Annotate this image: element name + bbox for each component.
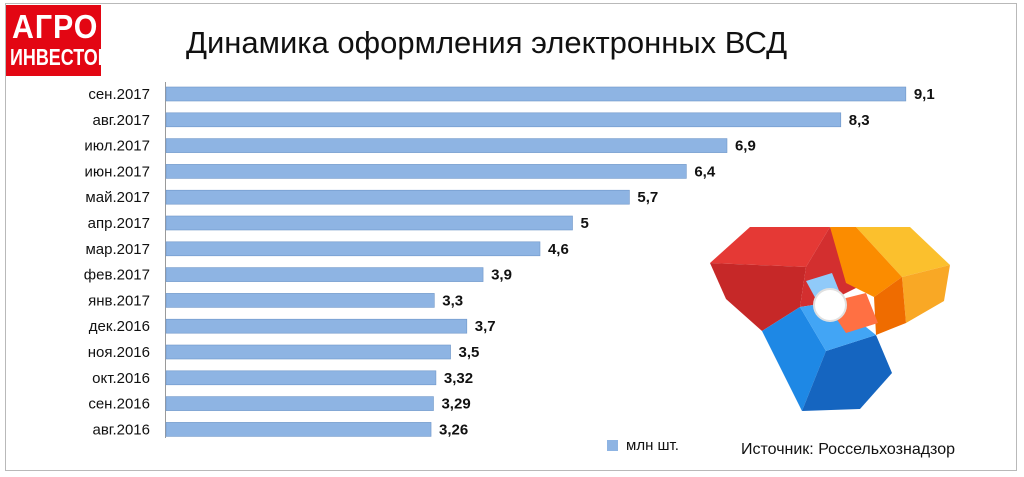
data-label: 3,26 [439, 421, 468, 438]
data-label: 5,7 [637, 189, 658, 206]
category-label: июл.2017 [84, 138, 150, 155]
data-label: 3,7 [475, 318, 496, 335]
category-label: янв.2017 [88, 292, 150, 309]
bars-group: сен.2017 9,1 авг.2017 8,3 июл.2017 6,9 июн.201… [84, 86, 935, 438]
legend-swatch [607, 440, 618, 451]
data-label: 3,3 [442, 292, 463, 309]
bar [165, 318, 468, 334]
logo-line2: ИНВЕСТОР [10, 44, 110, 70]
data-label: 3,9 [491, 267, 512, 284]
data-label: 3,32 [444, 370, 473, 387]
legend: млн шт. [607, 437, 679, 454]
bar [165, 164, 687, 179]
logo-line1: АГРО [12, 8, 99, 45]
bar [165, 267, 484, 282]
category-label: окт.2016 [92, 370, 150, 387]
bar [165, 86, 907, 102]
legend-label: млн шт. [626, 437, 679, 454]
bar [165, 293, 435, 308]
data-label: 4,6 [548, 241, 569, 258]
bar [165, 396, 434, 411]
data-label: 6,4 [694, 163, 716, 180]
agroinvestor-logo: АГРО ИНВЕСТОР [6, 5, 110, 76]
chart-title: Динамика оформления электронных ВСД [186, 25, 788, 60]
data-label: 3,5 [459, 344, 480, 361]
data-label: 8,3 [849, 112, 870, 129]
category-label: ноя.2016 [88, 344, 150, 361]
data-label: 6,9 [735, 138, 756, 155]
category-label: сен.2017 [88, 86, 150, 103]
category-label: дек.2016 [89, 318, 150, 335]
bar [165, 112, 842, 128]
data-label: 9,1 [914, 86, 935, 103]
bar [165, 138, 728, 153]
category-label: июн.2017 [85, 163, 150, 180]
bar [165, 344, 451, 360]
bar [165, 215, 573, 231]
source-note: Источник: Россельхознадзор [741, 441, 955, 458]
bar [165, 422, 432, 437]
bar [165, 370, 437, 386]
category-label: май.2017 [85, 189, 150, 206]
bar [165, 189, 630, 205]
category-label: апр.2017 [88, 215, 150, 232]
data-label: 5 [581, 215, 589, 232]
bar [165, 241, 541, 257]
category-label: мар.2017 [85, 241, 150, 258]
rosselkhoznadzor-emblem-icon [710, 227, 950, 411]
data-label: 3,29 [441, 396, 470, 413]
category-label: авг.2016 [93, 421, 151, 438]
category-label: авг.2017 [93, 112, 151, 129]
category-label: фев.2017 [84, 267, 150, 284]
category-label: сен.2016 [88, 396, 150, 413]
